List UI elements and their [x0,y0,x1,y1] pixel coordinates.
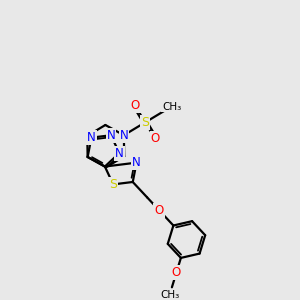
Text: N: N [106,129,115,142]
Text: N: N [119,129,128,142]
Text: O: O [154,204,164,217]
Text: O: O [172,266,181,279]
Text: O: O [151,132,160,145]
Text: CH₃: CH₃ [162,101,181,112]
Text: N: N [115,147,124,160]
Text: O: O [131,99,140,112]
Text: S: S [109,178,117,191]
Text: N: N [132,156,141,169]
Text: S: S [141,116,149,129]
Text: N: N [87,131,96,144]
Text: CH₃: CH₃ [160,290,179,300]
